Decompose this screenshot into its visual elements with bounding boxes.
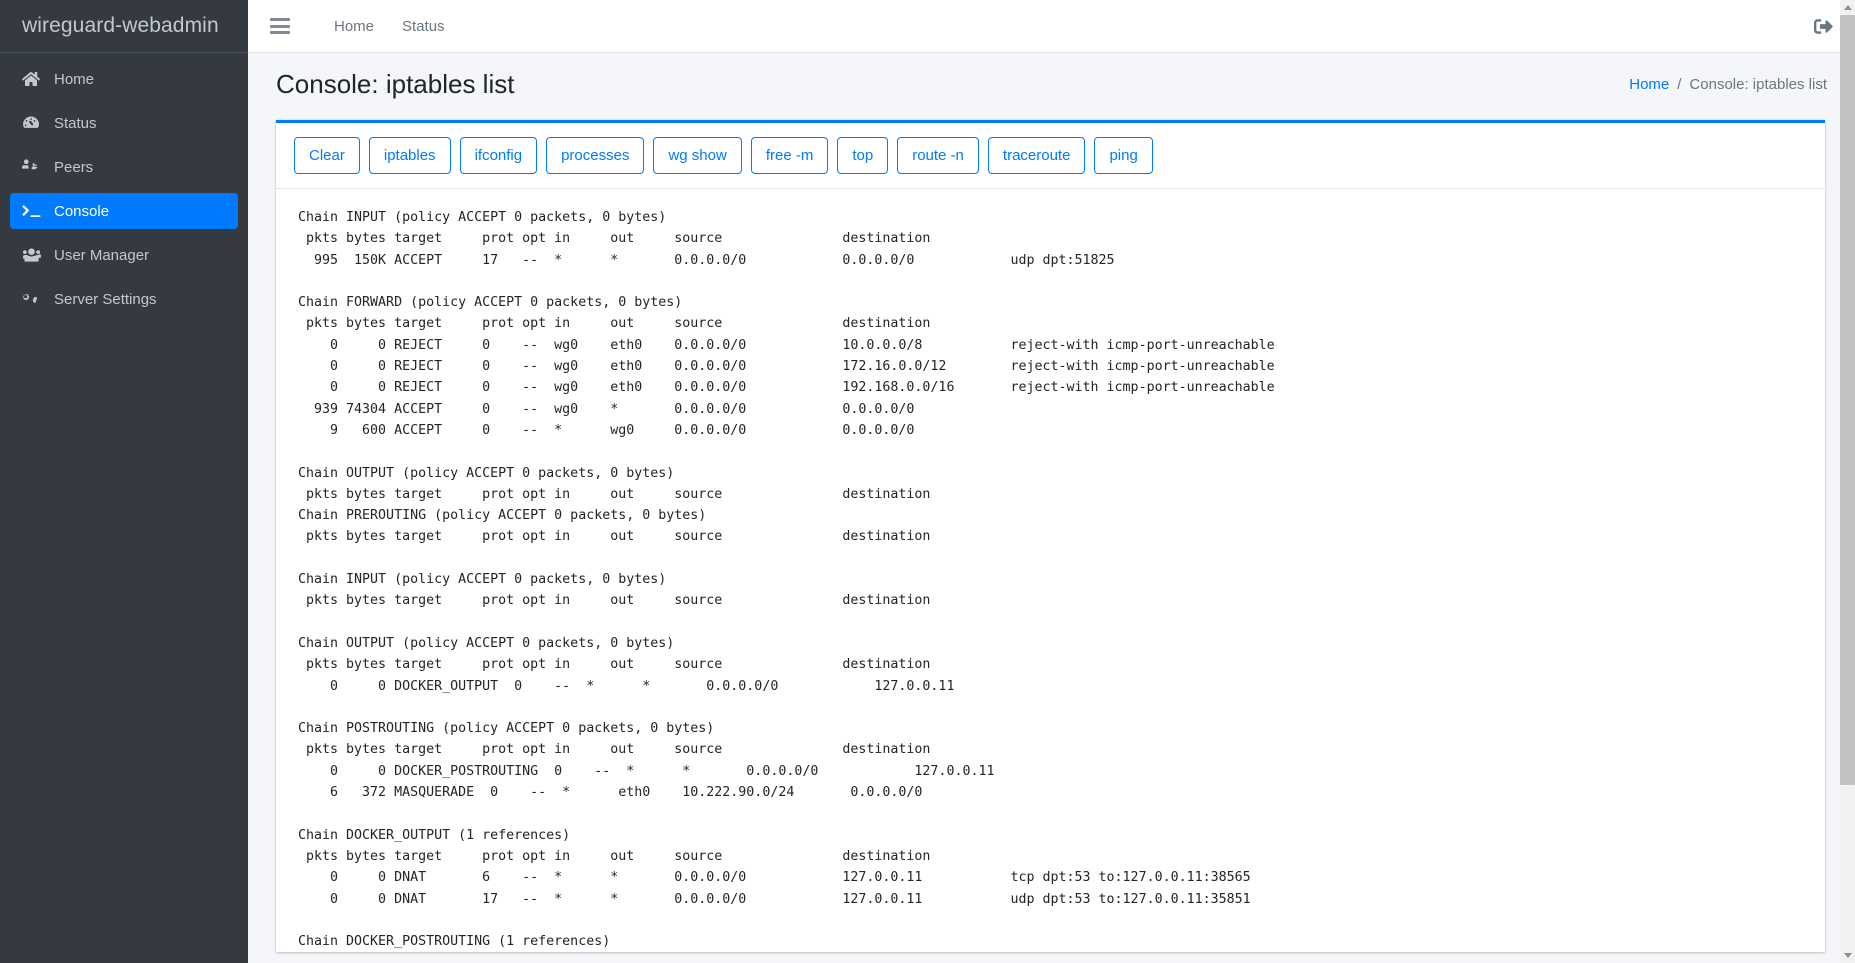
free-m-button[interactable]: free -m (750, 137, 829, 174)
gauge-icon (22, 115, 48, 131)
sidebar-item-label: Peers (54, 158, 94, 176)
breadcrumb: Home / Console: iptables list (1629, 76, 1827, 93)
console-card: Clear iptables ifconfig processes wg sho… (276, 120, 1825, 953)
sidebar-brand[interactable]: wireguard-webadmin (0, 0, 248, 53)
sidebar-item-label: Status (54, 114, 97, 132)
page-title: Console: iptables list (276, 69, 515, 99)
console-command-toolbar: Clear iptables ifconfig processes wg sho… (276, 123, 1825, 189)
route-n-button[interactable]: route -n (897, 137, 979, 174)
sidebar: wireguard-webadmin Home Status Peers (0, 0, 248, 963)
main-area: Home Status Console: iptables list Home … (248, 0, 1855, 963)
sidebar-item-server-settings[interactable]: Server Settings (10, 281, 238, 317)
caret-up-icon[interactable] (1840, 0, 1855, 15)
breadcrumb-link-home[interactable]: Home (1629, 76, 1670, 93)
peers-icon (22, 159, 48, 175)
ifconfig-button[interactable]: ifconfig (459, 137, 538, 174)
sidebar-item-peers[interactable]: Peers (10, 149, 238, 185)
console-output: Chain INPUT (policy ACCEPT 0 packets, 0 … (298, 210, 1275, 950)
sidebar-nav: Home Status Peers Console (0, 53, 248, 317)
top-button[interactable]: top (837, 137, 889, 174)
clear-button[interactable]: Clear (294, 137, 360, 174)
console-card-body: Chain INPUT (policy ACCEPT 0 packets, 0 … (276, 189, 1825, 952)
breadcrumb-separator: / (1677, 76, 1682, 93)
wg-show-button[interactable]: wg show (653, 137, 742, 174)
sidebar-item-status[interactable]: Status (10, 105, 238, 141)
users-icon (22, 247, 48, 263)
sidebar-item-label: Server Settings (54, 290, 157, 308)
sidebar-item-user-manager[interactable]: User Manager (10, 237, 238, 273)
logout-icon[interactable] (1810, 13, 1837, 40)
breadcrumb-current: Console: iptables list (1689, 76, 1827, 93)
home-icon (22, 71, 48, 87)
content-header: Console: iptables list Home / Console: i… (248, 53, 1855, 108)
traceroute-button[interactable]: traceroute (987, 137, 1086, 174)
sidebar-item-home[interactable]: Home (10, 61, 238, 97)
hamburger-icon[interactable] (270, 18, 290, 34)
sidebar-item-label: User Manager (54, 246, 150, 264)
iptables-button[interactable]: iptables (368, 137, 451, 174)
gears-icon (22, 291, 48, 307)
ping-button[interactable]: ping (1094, 137, 1153, 174)
sidebar-item-label: Console (54, 202, 110, 220)
caret-down-icon[interactable] (1840, 948, 1855, 963)
sidebar-item-label: Home (54, 70, 95, 88)
topnav-link-status[interactable]: Status (402, 17, 445, 35)
page-scrollbar[interactable] (1840, 0, 1855, 963)
sidebar-item-console[interactable]: Console (10, 193, 238, 229)
topnav-link-home[interactable]: Home (334, 17, 375, 35)
terminal-icon (22, 203, 48, 219)
brand-title: wireguard-webadmin (22, 14, 219, 37)
processes-button[interactable]: processes (546, 137, 645, 174)
scrollbar-thumb[interactable] (1840, 15, 1855, 785)
top-navbar: Home Status (248, 0, 1855, 53)
